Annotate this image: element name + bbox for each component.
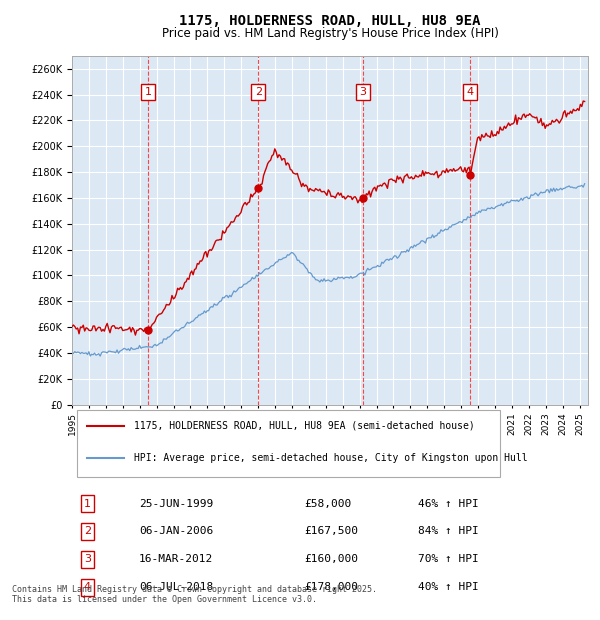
Text: £167,500: £167,500: [304, 526, 358, 536]
FancyBboxPatch shape: [77, 410, 500, 477]
Text: 40% ↑ HPI: 40% ↑ HPI: [418, 582, 478, 592]
Text: 1175, HOLDERNESS ROAD, HULL, HU8 9EA (semi-detached house): 1175, HOLDERNESS ROAD, HULL, HU8 9EA (se…: [134, 421, 475, 431]
Text: Contains HM Land Registry data © Crown copyright and database right 2025.
This d: Contains HM Land Registry data © Crown c…: [12, 585, 377, 604]
Text: 2: 2: [84, 526, 91, 536]
Text: 06-JAN-2006: 06-JAN-2006: [139, 526, 214, 536]
Text: 1: 1: [145, 87, 151, 97]
Text: 25-JUN-1999: 25-JUN-1999: [139, 498, 214, 508]
Text: 1: 1: [84, 498, 91, 508]
Text: 46% ↑ HPI: 46% ↑ HPI: [418, 498, 478, 508]
Text: HPI: Average price, semi-detached house, City of Kingston upon Hull: HPI: Average price, semi-detached house,…: [134, 453, 527, 463]
Text: 84% ↑ HPI: 84% ↑ HPI: [418, 526, 478, 536]
Text: 16-MAR-2012: 16-MAR-2012: [139, 554, 214, 564]
Text: 4: 4: [84, 582, 91, 592]
Text: 3: 3: [359, 87, 367, 97]
Text: £178,000: £178,000: [304, 582, 358, 592]
Text: £58,000: £58,000: [304, 498, 352, 508]
Text: 06-JUL-2018: 06-JUL-2018: [139, 582, 214, 592]
Text: 70% ↑ HPI: 70% ↑ HPI: [418, 554, 478, 564]
Text: Price paid vs. HM Land Registry's House Price Index (HPI): Price paid vs. HM Land Registry's House …: [161, 27, 499, 40]
Text: 2: 2: [255, 87, 262, 97]
Text: 1175, HOLDERNESS ROAD, HULL, HU8 9EA: 1175, HOLDERNESS ROAD, HULL, HU8 9EA: [179, 14, 481, 28]
Text: £160,000: £160,000: [304, 554, 358, 564]
Text: 4: 4: [466, 87, 473, 97]
Text: 3: 3: [84, 554, 91, 564]
